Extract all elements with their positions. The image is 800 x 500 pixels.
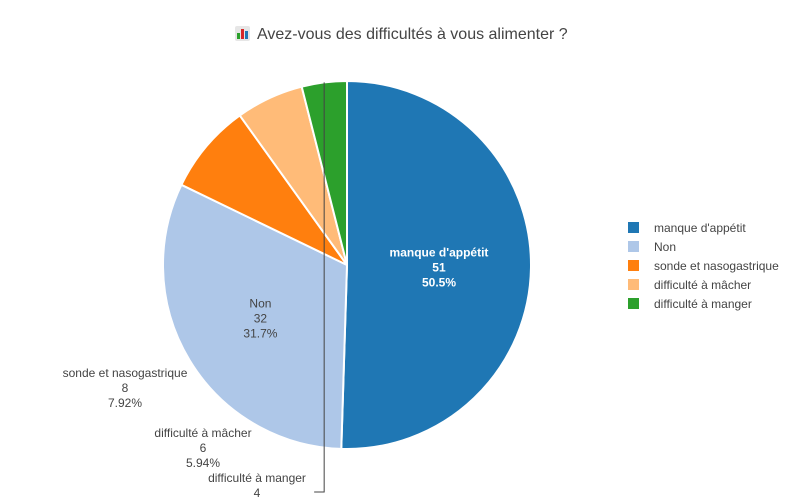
- slice-percent-text: 7.92%: [108, 396, 142, 410]
- slice-label-text: manque d'appétit: [390, 245, 489, 259]
- slice-label-text: difficulté à manger: [208, 471, 306, 485]
- slice-label-difficulte-a-macher: difficulté à mâcher 6 5.94%: [154, 426, 251, 470]
- slice-label-text: difficulté à mâcher: [154, 426, 251, 440]
- legend-label: difficulté à manger: [654, 297, 752, 311]
- legend-swatch: [628, 298, 639, 309]
- legend-label: sonde et nasogastrique: [654, 259, 779, 273]
- legend-label: difficulté à mâcher: [654, 278, 751, 292]
- legend-label: manque d'appétit: [654, 221, 746, 235]
- legend-swatch: [628, 222, 639, 233]
- leader-line-difficulte-a-manger: [314, 82, 325, 493]
- slice-label-text: sonde et nasogastrique: [63, 366, 188, 380]
- legend-item-non[interactable]: Non: [628, 240, 676, 254]
- slice-label-non: Non 32 31.7%: [243, 296, 277, 340]
- slice-value-text: 4: [254, 486, 261, 500]
- bar-chart-icon: [235, 26, 250, 41]
- slice-label-manque-d-appetit: manque d'appétit 51 50.5%: [390, 245, 489, 289]
- legend-swatch: [628, 260, 639, 271]
- pie-labels: manque d'appétit 51 50.5% Non 32 31.7% sonde e…: [63, 82, 489, 500]
- slice-label-sonde-et-nasogastrique: sonde et nasogastrique 8 7.92%: [63, 366, 188, 410]
- legend: manque d'appétit Non sonde et nasogastriqu…: [628, 221, 779, 311]
- slice-percent-text: 31.7%: [243, 326, 277, 340]
- chart-title-text: Avez-vous des difficultés à vous aliment…: [257, 26, 568, 43]
- legend-item-sonde-et-nasogastrique[interactable]: sonde et nasogastrique: [628, 259, 779, 273]
- pie-slices: [162, 79, 532, 450]
- slice-value-text: 6: [200, 441, 207, 455]
- legend-swatch: [628, 241, 639, 252]
- slice-value-text: 51: [432, 260, 446, 274]
- pie-slice-manque-d-appetit[interactable]: [340, 79, 532, 450]
- slice-percent-text: 50.5%: [422, 275, 456, 289]
- legend-swatch: [628, 279, 639, 290]
- legend-label: Non: [654, 240, 676, 254]
- slice-percent-text: 5.94%: [186, 456, 220, 470]
- legend-item-difficulte-a-macher[interactable]: difficulté à mâcher: [628, 278, 751, 292]
- chart-title: Avez-vous des difficultés à vous aliment…: [235, 26, 568, 43]
- pie-slice-non[interactable]: [162, 183, 349, 450]
- legend-item-manque-d-appetit[interactable]: manque d'appétit: [628, 221, 746, 235]
- slice-label-text: Non: [249, 296, 271, 310]
- pie-slice-sonde-et-nasogastrique[interactable]: [180, 114, 348, 266]
- slice-label-difficulte-a-manger: difficulté à manger 4: [208, 471, 306, 500]
- slice-value-text: 8: [122, 381, 129, 395]
- legend-item-difficulte-a-manger[interactable]: difficulté à manger: [628, 297, 752, 311]
- slice-value-text: 32: [254, 311, 268, 325]
